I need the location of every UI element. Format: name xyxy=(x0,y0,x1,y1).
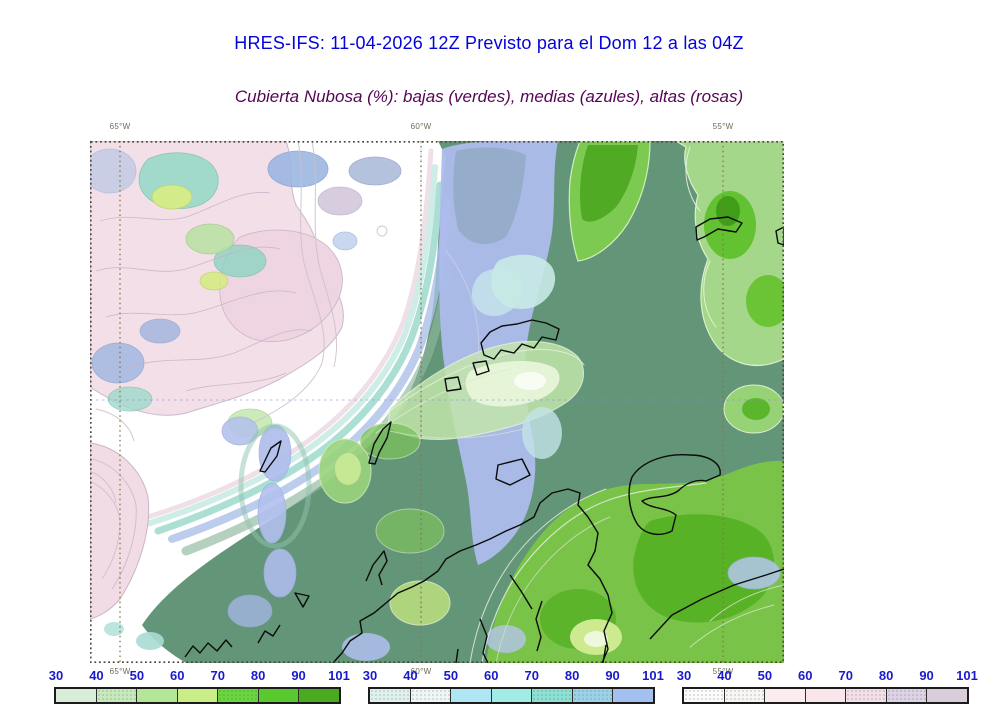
colorbar-cell xyxy=(218,689,259,702)
colorbar-cell xyxy=(56,689,97,702)
colorbar-tick-label: 60 xyxy=(798,668,813,683)
colorbar-cell xyxy=(370,689,411,702)
lon-label-bottom-60w: 60°W xyxy=(410,667,432,676)
page-subtitle: Cubierta Nubosa (%): bajas (verdes), med… xyxy=(234,87,744,106)
colorbar-cell xyxy=(846,689,887,702)
colorbar-tick-label: 30 xyxy=(676,668,692,683)
colorbar-cell xyxy=(137,689,178,702)
colorbar-tick-label: 90 xyxy=(605,668,620,683)
cloud-cover-contour-map xyxy=(83,140,790,664)
colorbar-cell xyxy=(96,689,138,702)
colorbar-low-clouds-green: 30 40 50 60 70 80 90 101 xyxy=(49,668,350,704)
lon-label-bottom-65w: 65°W xyxy=(109,667,131,676)
colorbar-cell xyxy=(613,689,654,702)
colorbar-tick-label: 101 xyxy=(328,668,350,683)
colorbar-ticks: 30 40 50 60 70 80 90 101 xyxy=(677,668,978,684)
colorbar-ticks: 30 40 50 60 70 80 90 101 xyxy=(49,668,350,684)
colorbar-tick-label: 50 xyxy=(443,668,459,683)
lon-label-top-65w: 65°W xyxy=(109,122,131,131)
colorbar-tick-label: 101 xyxy=(956,668,978,683)
colorbar-cell xyxy=(572,689,614,702)
lon-gridlines xyxy=(90,141,784,663)
lon-label-top-60w: 60°W xyxy=(410,122,432,131)
colorbar-tick-label: 70 xyxy=(210,668,225,683)
colorbar-tick-label: 60 xyxy=(484,668,499,683)
colorbar-tick-label: 50 xyxy=(129,668,145,683)
colorbar-tick-label: 101 xyxy=(642,668,664,683)
colorbar-tick-label: 30 xyxy=(362,668,378,683)
colorbar-tick-label: 70 xyxy=(524,668,539,683)
page-title: HRES-IFS: 11-04-2026 12Z Previsto para e… xyxy=(234,33,744,53)
colorbar-tick-label: 80 xyxy=(878,668,894,683)
colorbar-tick-label: 40 xyxy=(403,668,418,683)
colorbar-cell xyxy=(927,689,968,702)
colorbar-cell xyxy=(765,689,806,702)
forecast-map xyxy=(83,140,790,664)
colorbar-tick-label: 80 xyxy=(564,668,580,683)
colorbar-tick-label: 80 xyxy=(250,668,266,683)
colorbar-tick-label: 50 xyxy=(757,668,773,683)
colorbar-tick-label: 40 xyxy=(717,668,732,683)
colorbar-ticks: 30 40 50 60 70 80 90 101 xyxy=(363,668,664,684)
lon-label-bottom-55w: 55°W xyxy=(712,667,734,676)
map-border xyxy=(90,141,785,664)
colorbar-cell xyxy=(410,689,452,702)
colorbar-tick-label: 30 xyxy=(48,668,64,683)
colorbar-mid-clouds-blue: 30 40 50 60 70 80 90 101 xyxy=(363,668,664,704)
colorbar-tick-label: 60 xyxy=(170,668,185,683)
colorbar-tick-label: 90 xyxy=(291,668,306,683)
colorbar-tick-label: 70 xyxy=(838,668,853,683)
coastlines xyxy=(184,216,785,664)
lon-label-top-55w: 55°W xyxy=(712,122,734,131)
colorbar-tick-label: 90 xyxy=(919,668,934,683)
colorbar-cell xyxy=(258,689,300,702)
colorbar-cell xyxy=(491,689,533,702)
colorbar-high-clouds-pink: 30 40 50 60 70 80 90 101 xyxy=(677,668,978,704)
colorbar-cell xyxy=(805,689,847,702)
colorbar-cell xyxy=(177,689,219,702)
colorbar-cell xyxy=(532,689,573,702)
colorbar-cell xyxy=(299,689,340,702)
colorbar-cell xyxy=(886,689,928,702)
colorbar-cell xyxy=(684,689,725,702)
colorbar-cell xyxy=(724,689,766,702)
colorbar-tick-label: 40 xyxy=(89,668,104,683)
colorbar-cell xyxy=(451,689,492,702)
